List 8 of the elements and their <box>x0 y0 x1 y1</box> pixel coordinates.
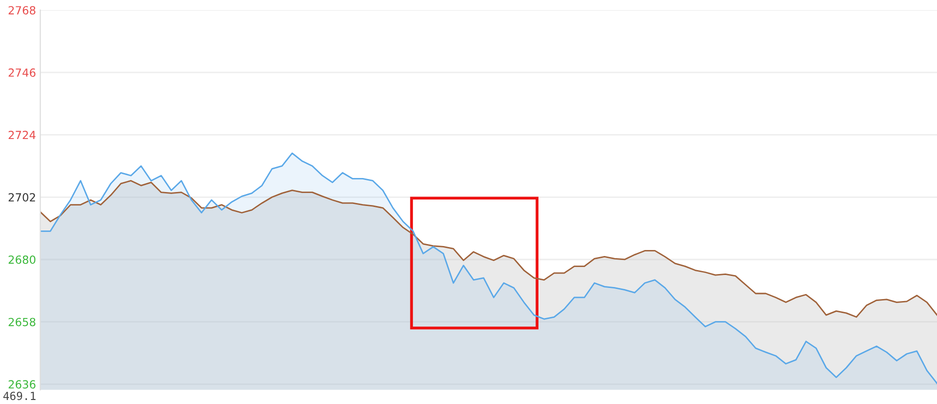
y-tick-label: 2768 <box>8 6 36 14</box>
text: 469.1 <box>3 392 36 400</box>
y-tick-label: 2746 <box>8 68 36 77</box>
y-tick-label: 2702 <box>8 193 36 202</box>
y-tick-label: 2636 <box>8 380 36 389</box>
y-tick-label: 2724 <box>8 130 36 140</box>
y-tick-label: 2680 <box>8 255 36 264</box>
y-tick-label: 2658 <box>8 318 36 326</box>
